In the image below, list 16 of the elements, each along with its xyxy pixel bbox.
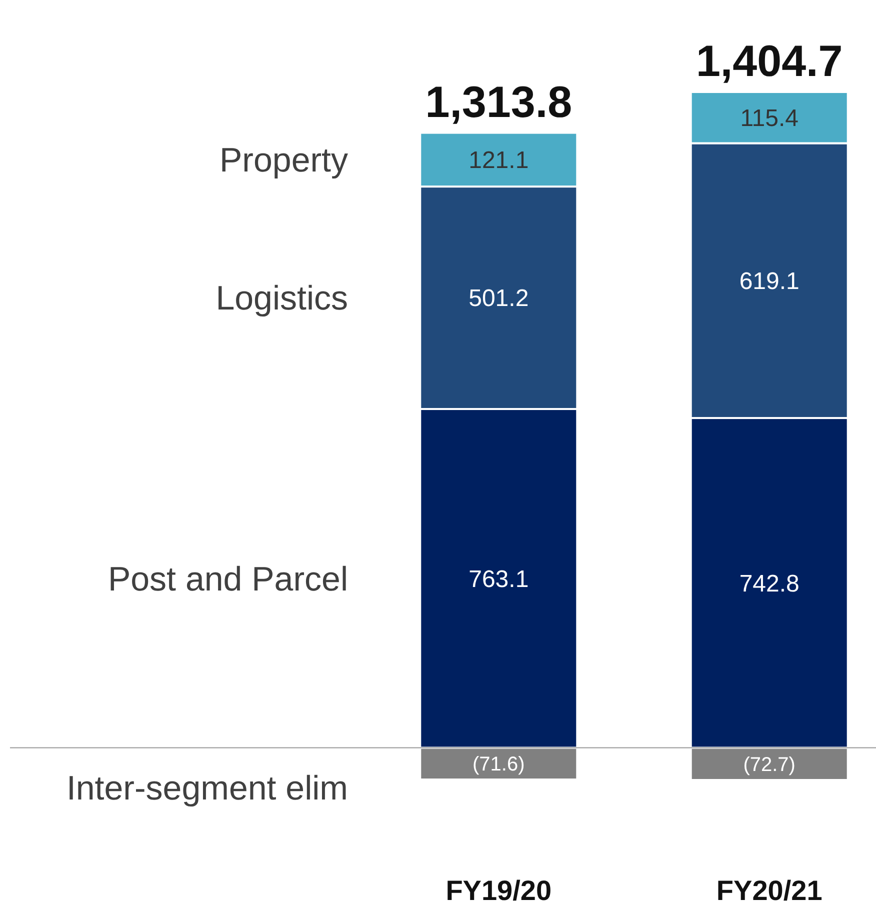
text: Property bbox=[220, 142, 348, 180]
total-label: 1,404.7 bbox=[696, 37, 843, 86]
text: Inter-segment elim bbox=[66, 769, 348, 808]
data-label: 619.1 bbox=[739, 268, 800, 296]
text: Post and Parcel bbox=[108, 560, 348, 598]
text: Logistics bbox=[216, 280, 348, 318]
data-label: 742.8 bbox=[739, 570, 800, 598]
data-label: 121.1 bbox=[468, 147, 529, 174]
x-tick-label: FY20/21 bbox=[716, 874, 822, 905]
data-label: 763.1 bbox=[468, 566, 529, 593]
data-label: 501.2 bbox=[468, 285, 529, 312]
data-label: (72.7) bbox=[743, 754, 796, 776]
data-label: (71.6) bbox=[472, 754, 525, 776]
data-label: 115.4 bbox=[740, 105, 798, 132]
x-tick-label: FY19/20 bbox=[446, 874, 552, 905]
total-label: 1,313.8 bbox=[425, 78, 572, 127]
